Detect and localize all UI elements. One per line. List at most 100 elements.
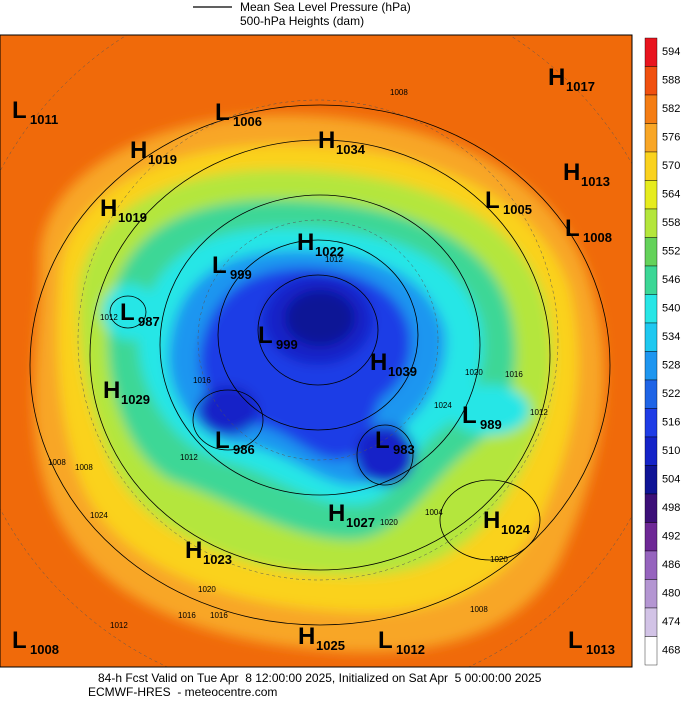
colorbar-label: 534 [662,331,680,343]
isobars [29,104,611,626]
center-letter: L [375,427,390,454]
center-value: 989 [480,417,502,432]
center-letter: L [462,402,477,429]
isobar-label: 1016 [505,370,523,379]
isobar-label: 1012 [325,255,343,264]
colorbar-box [644,94,658,124]
isobar-label: 1012 [180,453,198,462]
isobar-labels: 1008 1012 1016 1012 1020 1016 1024 1012 1008 1020… [48,88,548,630]
center-letter: L [258,322,273,349]
colorbar-label: 474 [662,616,680,628]
center-value: 1012 [396,642,425,657]
center-value: 1017 [566,79,595,94]
center-value: 1019 [118,210,147,225]
center-value: 1023 [203,552,232,567]
isobar-label: 1016 [193,376,211,385]
colorbar-box [644,66,658,96]
center-value: 1029 [121,392,150,407]
isobar-label: 1020 [198,585,216,594]
center-letter: H [298,623,315,650]
colorbar-box [644,151,658,181]
colorbar-label: 564 [662,189,680,201]
colorbar: 594 588 582 576 570 564 558 552 546 540 534 528 522 5… [644,37,680,666]
center-letter: H [548,64,565,91]
center-letter: L [378,627,393,654]
map-frame [0,34,633,668]
isobar-label: 1012 [530,408,548,417]
colorbar-box [644,607,658,637]
footer-line2: ECMWF-HRES - meteocentre.com [88,685,277,699]
isobar-label: 1008 [75,463,93,472]
center-value: 1022 [315,244,344,259]
colorbar-box [644,37,658,67]
colorbar-label: 594 [662,46,680,58]
colorbar-box [644,322,658,352]
center-value: 1013 [581,174,610,189]
colorbar-label: 576 [662,132,680,144]
center-value: 1024 [501,522,531,537]
colorbar-box [644,408,658,438]
center-value: 1008 [583,230,612,245]
center-letter: H [328,500,345,527]
colorbar-label: 504 [662,474,680,486]
colorbar-label: 570 [662,160,680,172]
isobar-label: 1008 [470,605,488,614]
colorbar-box [644,237,658,267]
center-value: 1025 [316,638,345,653]
colorbar-label: 516 [662,417,680,429]
colorbar-box [644,351,658,381]
center-letter: L [12,627,27,654]
center-value: 1005 [503,202,532,217]
center-value: 1027 [346,515,375,530]
center-letter: L [215,427,230,454]
isobar-label: 1024 [434,401,452,410]
center-letter: L [568,627,583,654]
center-letter: H [130,137,147,164]
center-value: 1034 [336,142,366,157]
center-letter: L [565,215,580,242]
center-value: 1019 [148,152,177,167]
isobar-label: 1004 [425,508,443,517]
colorbar-label: 546 [662,274,680,286]
isobar-label: 1016 [178,611,196,620]
colorbar-label: 522 [662,388,680,400]
center-letter: H [103,377,120,404]
center-letter: L [12,97,27,124]
colorbar-label: 492 [662,531,680,543]
colorbar-label: 510 [662,445,680,457]
isobar-label: 1020 [490,555,508,564]
center-value: 987 [138,314,160,329]
center-value: 999 [276,337,298,352]
isobar-label: 1016 [210,611,228,620]
isobar-label: 1008 [390,88,408,97]
center-letter: L [485,187,500,214]
center-value: 1008 [30,642,59,657]
center-letter: H [483,507,500,534]
isobar-label: 1008 [48,458,66,467]
colorbar-box [644,465,658,495]
colorbar-box [644,180,658,210]
colorbar-label: 486 [662,559,680,571]
footer-line1: 84-h Fcst Valid on Tue Apr 8 12:00:00 20… [98,671,542,685]
center-value: 983 [393,442,415,457]
colorbar-box [644,379,658,409]
isobar-label: 1020 [465,368,483,377]
colorbar-box [644,436,658,466]
center-letter: H [297,229,314,256]
colorbar-box [644,294,658,324]
center-letter: L [120,299,135,326]
colorbar-label: 558 [662,217,680,229]
colorbar-label: 528 [662,360,680,372]
colorbar-label: 588 [662,75,680,87]
center-letter: H [318,127,335,154]
center-letter: H [370,349,387,376]
center-value: 1006 [233,114,262,129]
colorbar-label: 480 [662,588,680,600]
center-value: 986 [233,442,255,457]
isobar-label: 1020 [380,518,398,527]
colorbar-box [644,493,658,523]
